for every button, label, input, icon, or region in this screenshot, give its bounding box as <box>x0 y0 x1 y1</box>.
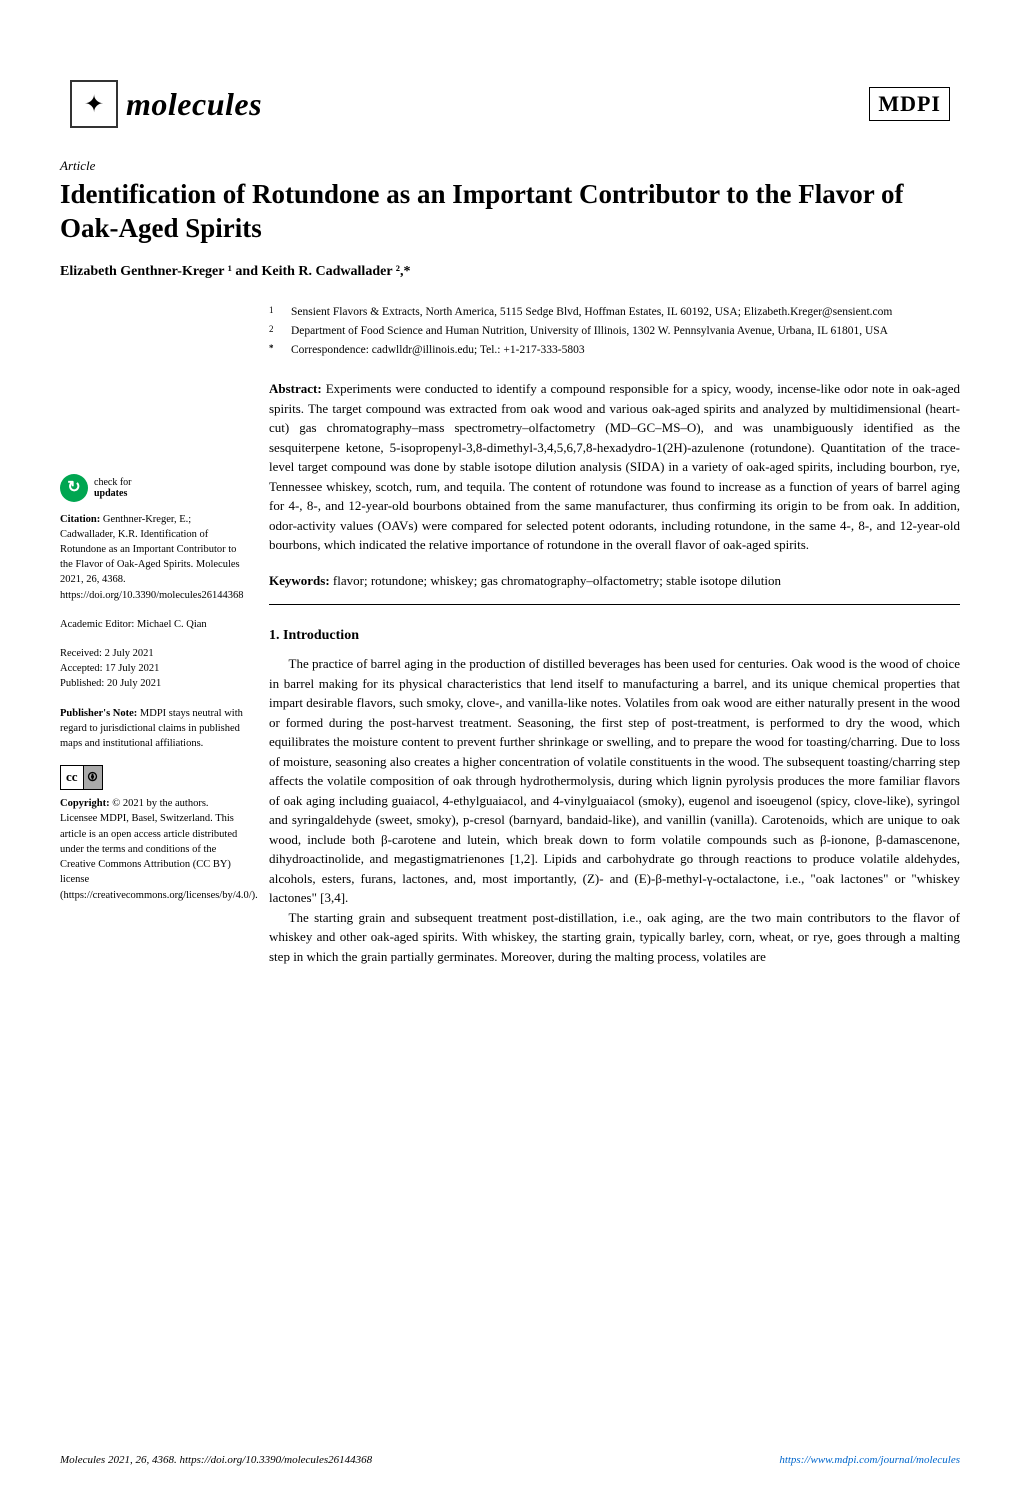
license-block: cc 🅯 Copyright: © 2021 by the authors. L… <box>60 765 245 902</box>
footer-left: Molecules 2021, 26, 4368. https://doi.or… <box>60 1454 372 1466</box>
affil-1-num: 1 <box>269 304 281 321</box>
keywords-text: flavor; rotundone; whiskey; gas chromato… <box>333 573 781 588</box>
keywords: Keywords: flavor; rotundone; whiskey; ga… <box>269 571 960 606</box>
citation-text: Genthner-Kreger, E.; Cadwallader, K.R. I… <box>60 514 244 601</box>
intro-para-1: The practice of barrel aging in the prod… <box>269 654 960 908</box>
copyright-label: Copyright: <box>60 798 110 809</box>
affiliations: 1 Sensient Flavors & Extracts, North Ame… <box>269 304 960 360</box>
citation-block: Citation: Genthner-Kreger, E.; Cadwallad… <box>60 512 245 603</box>
check-updates-badge[interactable]: ↻ check for updates <box>60 474 245 502</box>
dates-block: Received: 2 July 2021 Accepted: 17 July … <box>60 646 245 692</box>
corr-text: Correspondence: cadwlldr@illinois.edu; T… <box>291 342 585 359</box>
intro-para-2: The starting grain and subsequent treatm… <box>269 908 960 967</box>
by-icon: 🅯 <box>84 766 102 789</box>
two-column-layout: ↻ check for updates Citation: Genthner-K… <box>60 304 960 967</box>
affil-1-text: Sensient Flavors & Extracts, North Ameri… <box>291 304 892 321</box>
copyright-text: © 2021 by the authors. Licensee MDPI, Ba… <box>60 798 258 900</box>
check-line1: check for <box>94 477 131 488</box>
keywords-label: Keywords: <box>269 573 330 588</box>
cc-by-badge[interactable]: cc 🅯 <box>60 765 103 790</box>
authors-line: Elizabeth Genthner-Kreger ¹ and Keith R.… <box>60 264 960 280</box>
editor-name: Michael C. Qian <box>137 619 207 630</box>
footer-right-link[interactable]: https://www.mdpi.com/journal/molecules <box>779 1454 960 1466</box>
publisher-note-block: Publisher's Note: MDPI stays neutral wit… <box>60 706 245 752</box>
publisher-logo: MDPI <box>869 87 950 121</box>
page-container: ✦ molecules MDPI Article Identification … <box>0 0 1020 1442</box>
editor-block: Academic Editor: Michael C. Qian <box>60 617 245 632</box>
sidebar: ↻ check for updates Citation: Genthner-K… <box>60 304 245 967</box>
affil-2-text: Department of Food Science and Human Nut… <box>291 323 888 340</box>
journal-name: molecules <box>126 86 262 123</box>
check-line2: updates <box>94 488 131 499</box>
article-title: Identification of Rotundone as an Import… <box>60 178 960 246</box>
cc-icon: cc <box>61 766 84 789</box>
article-type: Article <box>60 158 960 174</box>
abstract: Abstract: Experiments were conducted to … <box>269 379 960 555</box>
header: ✦ molecules MDPI <box>60 80 960 128</box>
received-date: Received: 2 July 2021 <box>60 646 245 661</box>
correspondence: * Correspondence: cadwlldr@illinois.edu;… <box>269 342 960 359</box>
affiliation-1: 1 Sensient Flavors & Extracts, North Ame… <box>269 304 960 321</box>
section-1-heading: 1. Introduction <box>269 625 960 646</box>
abstract-label: Abstract: <box>269 381 322 396</box>
affil-2-num: 2 <box>269 323 281 340</box>
main-content: 1 Sensient Flavors & Extracts, North Ame… <box>269 304 960 967</box>
journal-logo: ✦ molecules <box>70 80 262 128</box>
published-date: Published: 20 July 2021 <box>60 676 245 691</box>
page-footer: Molecules 2021, 26, 4368. https://doi.or… <box>0 1442 1020 1496</box>
corr-star: * <box>269 342 281 359</box>
accepted-date: Accepted: 17 July 2021 <box>60 661 245 676</box>
check-updates-text: check for updates <box>94 477 131 499</box>
editor-label: Academic Editor: <box>60 619 134 630</box>
check-icon: ↻ <box>60 474 88 502</box>
affiliation-2: 2 Department of Food Science and Human N… <box>269 323 960 340</box>
abstract-text: Experiments were conducted to identify a… <box>269 381 960 552</box>
citation-label: Citation: <box>60 514 100 525</box>
publisher-note-label: Publisher's Note: <box>60 708 137 719</box>
journal-icon: ✦ <box>70 80 118 128</box>
